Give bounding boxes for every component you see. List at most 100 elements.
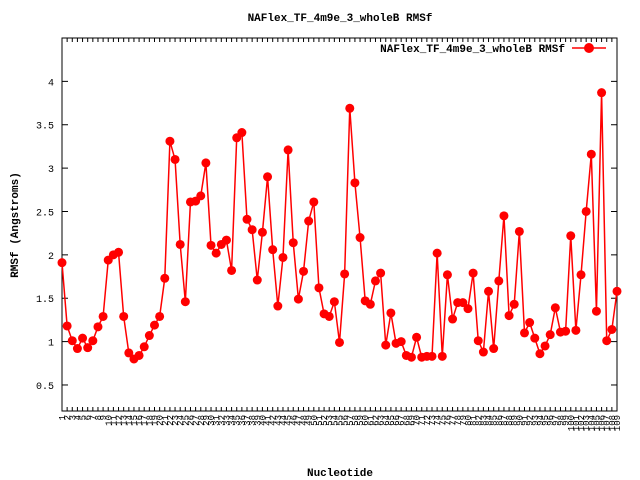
x-tick-label: 72	[423, 415, 433, 426]
legend-label: NAFlex_TF_4m9e_3_wholeB RMSf	[380, 44, 565, 56]
point	[376, 268, 386, 278]
point	[566, 231, 576, 241]
x-tick-label: 13	[120, 415, 130, 426]
point	[535, 349, 545, 359]
x-tick-label: 33	[222, 415, 232, 426]
x-tick-label: 76	[443, 415, 453, 426]
x-tick-label: 10	[104, 415, 114, 426]
y-tick-label: 4	[48, 78, 54, 89]
point	[612, 286, 622, 296]
point	[427, 351, 437, 361]
x-tick-label: 49	[305, 415, 315, 426]
x-tick-label: 8	[94, 415, 104, 420]
x-tick-label: 24	[176, 415, 186, 426]
point	[299, 266, 309, 276]
x-tick-label: 66	[392, 415, 402, 426]
point	[134, 350, 144, 360]
y-tick-label: 0.5	[36, 382, 54, 393]
point	[586, 149, 596, 159]
point	[412, 332, 422, 342]
point	[114, 247, 124, 257]
x-tick-label: 16	[135, 415, 145, 426]
point	[144, 331, 154, 341]
x-tick-label: 7	[89, 415, 99, 420]
x-tick-label: 29	[202, 415, 212, 426]
x-tick-label: 52	[320, 415, 330, 426]
x-tick-label: 27	[192, 415, 202, 426]
point	[119, 311, 129, 321]
x-tick-label: 59	[356, 415, 366, 426]
point	[206, 240, 216, 250]
x-tick-label: 4	[73, 415, 83, 420]
point	[309, 197, 319, 207]
point	[406, 352, 416, 362]
x-tick-label: 50	[310, 415, 320, 426]
x-tick-label: 83	[479, 415, 489, 426]
point	[607, 324, 617, 334]
point	[278, 252, 288, 262]
x-tick-label: 32	[217, 415, 227, 426]
point	[484, 286, 494, 296]
point	[83, 343, 93, 353]
point	[221, 235, 231, 245]
x-tick-label: 95	[541, 415, 551, 426]
x-tick-label: 104	[587, 415, 597, 431]
x-tick-label: 89	[510, 415, 520, 426]
point	[201, 158, 211, 168]
x-tick-label: 69	[407, 415, 417, 426]
point	[448, 314, 458, 324]
x-tick-label: 47	[294, 415, 304, 426]
point	[530, 333, 540, 343]
x-tick-label: 70	[413, 415, 423, 426]
point	[268, 245, 278, 255]
point	[581, 206, 591, 216]
x-tick-label: 93	[531, 415, 541, 426]
legend-marker	[584, 43, 594, 53]
x-tick-label: 85	[490, 415, 500, 426]
point	[165, 136, 175, 146]
x-tick-label: 78	[454, 415, 464, 426]
point	[545, 330, 555, 340]
x-tick-label: 41	[264, 415, 274, 426]
x-tick-label: 30	[207, 415, 217, 426]
point	[504, 311, 514, 321]
point	[98, 311, 108, 321]
x-tick-label: 94	[536, 415, 546, 426]
x-tick-label: 37	[243, 415, 253, 426]
chart-title: NAFlex_TF_4m9e_3_wholeB RMSf	[248, 13, 433, 25]
x-tick-label: 73	[428, 415, 438, 426]
x-tick-label: 67	[397, 415, 407, 426]
y-axis-label: RMSf (Angstroms)	[10, 172, 22, 278]
point	[494, 276, 504, 286]
point	[458, 298, 468, 308]
x-tick-label: 19	[151, 415, 161, 426]
x-tick-label: 77	[449, 415, 459, 426]
x-tick-label: 101	[572, 415, 582, 431]
point	[155, 311, 165, 321]
x-tick-label: 62	[371, 415, 381, 426]
x-tick-label: 14	[125, 415, 135, 426]
x-tick-label: 38	[248, 415, 258, 426]
point	[386, 308, 396, 318]
x-tick-label: 103	[582, 415, 592, 431]
point	[263, 172, 273, 182]
point	[283, 145, 293, 155]
x-tick-label: 58	[351, 415, 361, 426]
y-tick-label: 3.5	[36, 122, 54, 133]
point	[62, 321, 72, 331]
x-tick-label: 1	[58, 415, 68, 420]
x-tick-label: 20	[156, 415, 166, 426]
x-tick-label: 106	[598, 415, 608, 431]
x-tick-label: 64	[382, 415, 392, 426]
point	[499, 211, 509, 221]
point	[432, 248, 442, 258]
x-tick-label: 11	[109, 415, 119, 426]
point	[550, 303, 560, 313]
x-tick-label: 42	[269, 415, 279, 426]
x-tick-label: 55	[336, 415, 346, 426]
point	[247, 225, 257, 235]
x-tick-label: 31	[212, 415, 222, 426]
x-tick-label: 57	[346, 415, 356, 426]
x-tick-label: 2	[63, 415, 73, 420]
